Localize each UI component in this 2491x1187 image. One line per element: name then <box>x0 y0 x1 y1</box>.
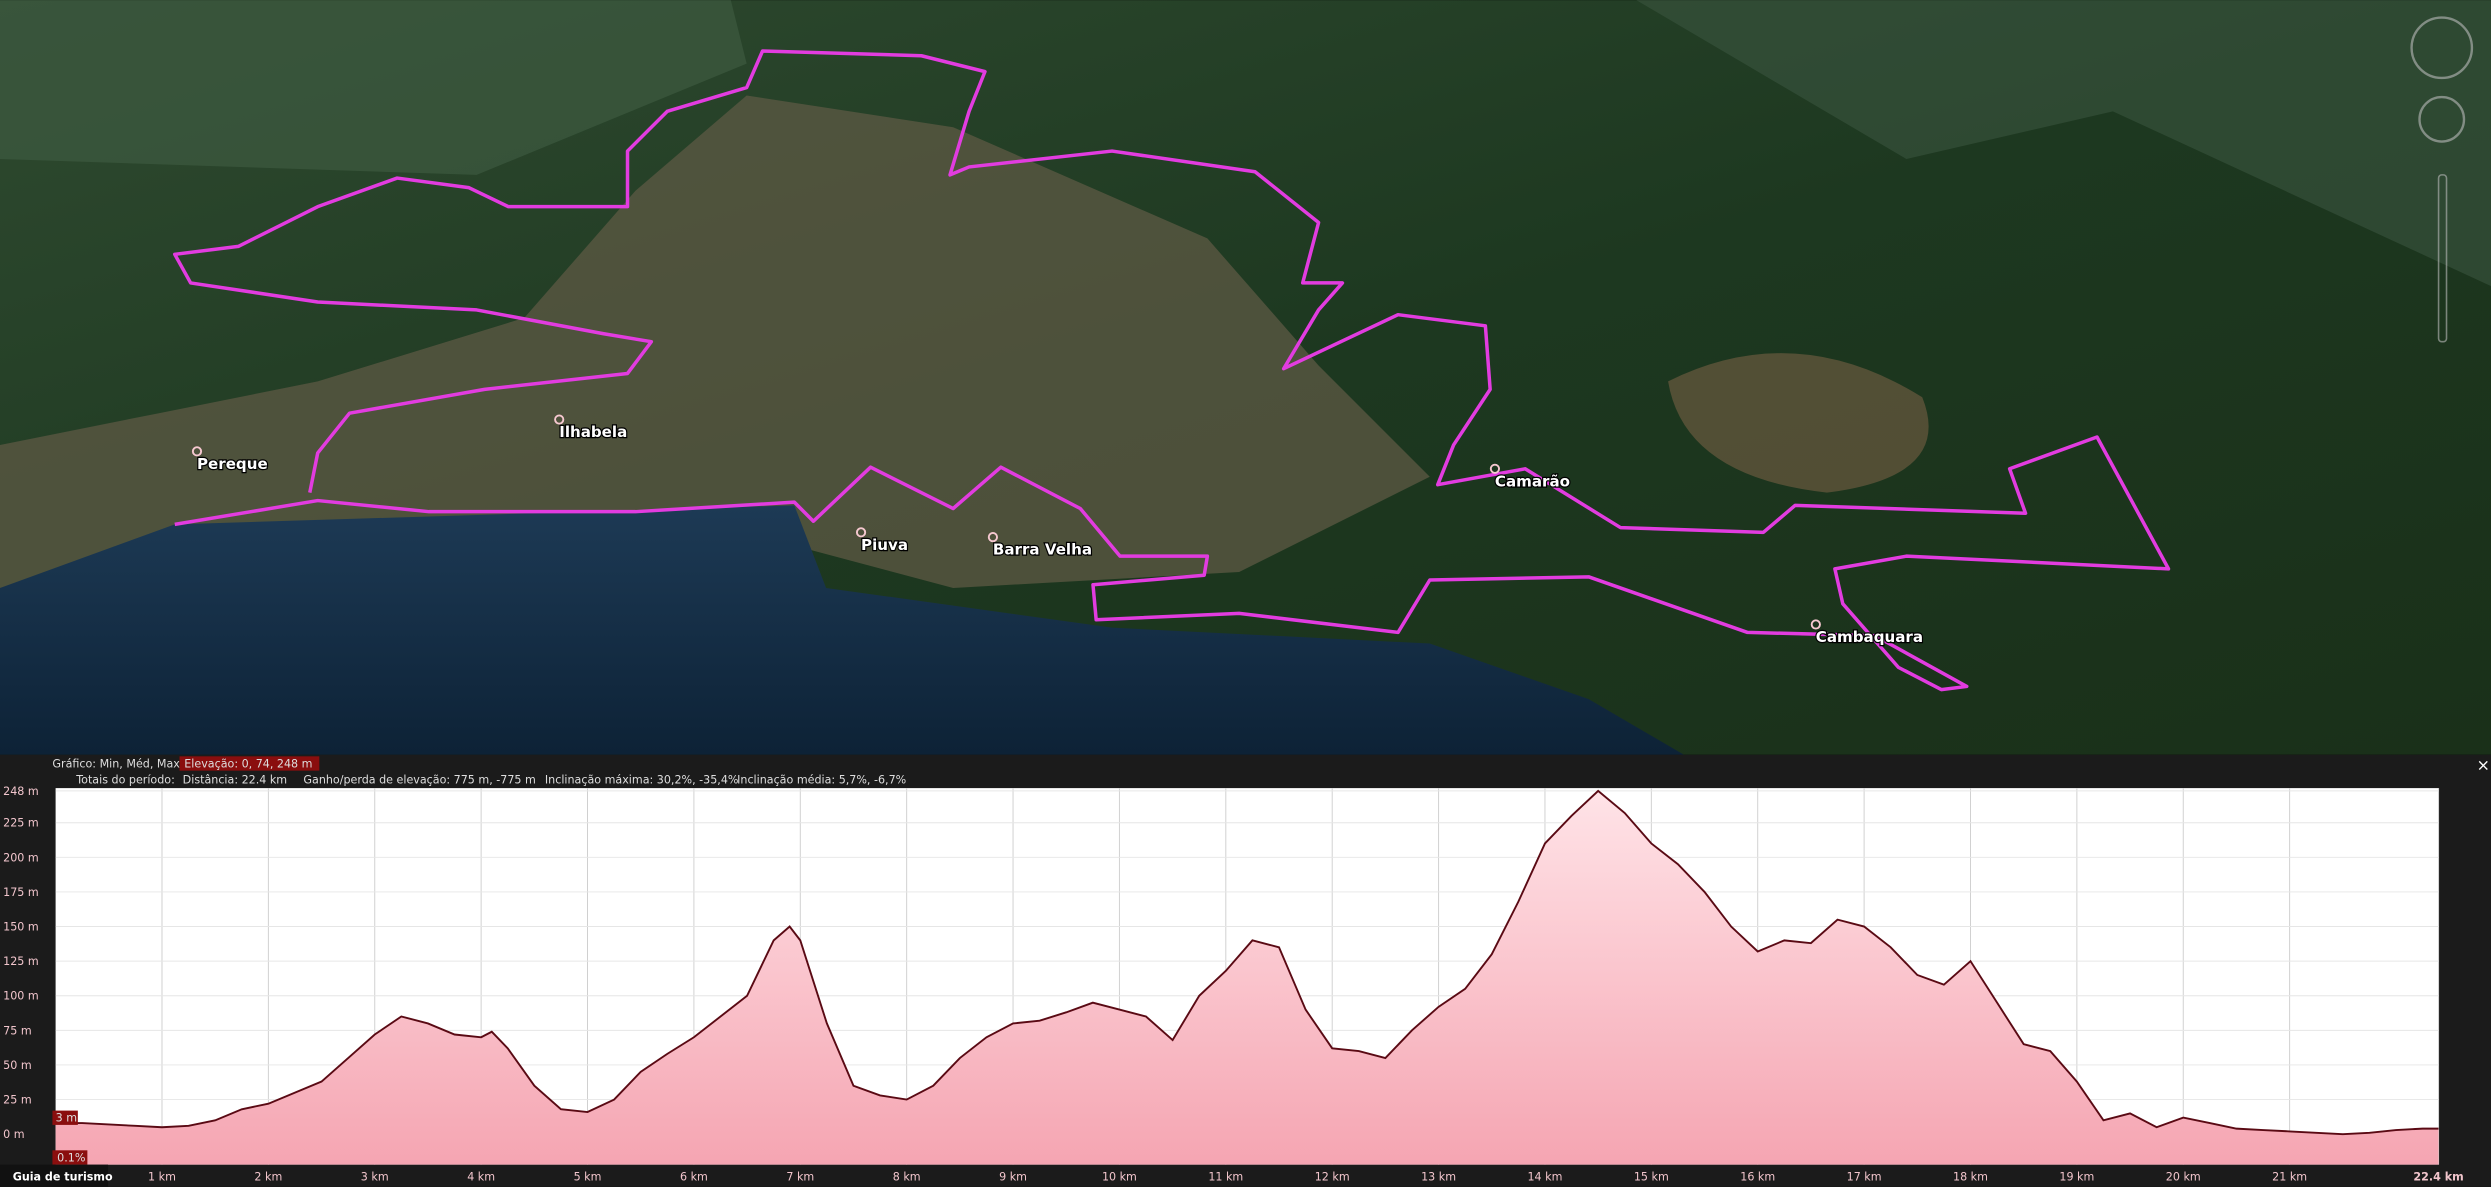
avg-slope-stat: Inclinação média: 5,7%, -6,7% <box>737 773 906 786</box>
x-tick-label: 15 km <box>1634 1171 1669 1184</box>
place-pin <box>554 414 565 425</box>
place-pin <box>855 527 867 538</box>
elevation-badge <box>179 756 320 771</box>
forest <box>0 0 747 175</box>
x-tick-label: 6 km <box>680 1171 708 1184</box>
x-tick-label: 18 km <box>1953 1171 1988 1184</box>
forest <box>1636 0 2491 287</box>
compass[interactable] <box>2410 16 2474 80</box>
y-tick-label: 25 m <box>3 1094 32 1107</box>
cursor-badge <box>52 1110 78 1125</box>
elevation-area <box>55 790 2439 1165</box>
place-markers: Pereque Ilhabela Piuva Barra Velha Camarão Ca… <box>191 414 1924 647</box>
gain-loss-stat: Ganho/perda de elevação: 775 m, -775 m <box>303 773 535 786</box>
place-label: Ilhabela <box>559 423 627 441</box>
place-pin <box>191 446 203 457</box>
chart-mode: Gráfico: Min, Méd, Max <box>52 757 180 770</box>
y-tick-label: 100 m <box>3 990 39 1003</box>
elevation-chart: 1 km 2 km 3 km 4 km 5 km 6 km 7 km 8 km 9 km 10 k… <box>3 785 2464 1184</box>
x-tick-label: 20 km <box>2166 1171 2201 1184</box>
x-tick-label: 16 km <box>1740 1171 1775 1184</box>
x-tick-label: 8 km <box>893 1171 921 1184</box>
clearing <box>1668 353 1929 493</box>
x-tick-label: 2 km <box>254 1171 282 1184</box>
place-label: Pereque <box>197 455 268 473</box>
cursor-elevation: 3 m <box>56 1112 77 1125</box>
y-tick-label: 225 m <box>3 817 39 830</box>
place-label: Piuva <box>861 536 908 554</box>
place-label: Camarão <box>1495 472 1570 490</box>
place-pin <box>1810 619 1821 630</box>
cursor-badge <box>52 1150 88 1165</box>
cursor-slope: 0.1% <box>57 1151 85 1164</box>
x-tick-label: 12 km <box>1315 1171 1350 1184</box>
x-tick-label: 1 km <box>148 1171 176 1184</box>
x-tick-label: 21 km <box>2272 1171 2307 1184</box>
distance-stat: Distância: 22.4 km <box>183 773 287 786</box>
x-tick-label: 7 km <box>786 1171 814 1184</box>
look-control[interactable] <box>2418 95 2466 143</box>
zoom-slider[interactable] <box>2437 174 2448 343</box>
y-tick-label: 0 m <box>3 1128 24 1141</box>
x-tick-label: 5 km <box>574 1171 602 1184</box>
x-tick-label: 3 km <box>361 1171 389 1184</box>
y-tick-label: 125 m <box>3 955 39 968</box>
place-label: Barra Velha <box>993 541 1092 559</box>
x-tick-label: 4 km <box>467 1171 495 1184</box>
elevation-stat: Elevação: 0, 74, 248 m <box>184 757 312 770</box>
x-tick-label: 14 km <box>1527 1171 1562 1184</box>
y-tick-label: 150 m <box>3 921 39 934</box>
tour-guide-tab[interactable] <box>0 1164 109 1187</box>
y-tick-label: 200 m <box>3 851 39 864</box>
x-tick-label: 9 km <box>999 1171 1027 1184</box>
place-pin <box>987 532 998 543</box>
map-view[interactable]: Pereque Ilhabela Piuva Barra Velha Camarão Ca… <box>0 0 2491 755</box>
tour-guide-label[interactable]: Guia de turismo <box>13 1171 113 1184</box>
y-tick-label: 248 m <box>3 785 39 798</box>
sea <box>0 505 1684 755</box>
x-tick-label: 17 km <box>1847 1171 1882 1184</box>
x-tick-label: 22.4 km <box>2413 1171 2463 1184</box>
y-tick-label: 75 m <box>3 1024 32 1037</box>
x-tick-label: 10 km <box>1102 1171 1137 1184</box>
y-tick-label: 175 m <box>3 886 39 899</box>
navigation-controls[interactable] <box>2410 16 2474 343</box>
place-label: Cambaquara <box>1816 628 1923 646</box>
close-button[interactable]: × <box>2477 756 2490 775</box>
max-slope-stat: Inclinação máxima: 30,2%, -35,4% <box>545 773 739 786</box>
place-pin <box>1489 463 1501 474</box>
y-tick-label: 50 m <box>3 1059 32 1072</box>
x-tick-label: 19 km <box>2059 1171 2094 1184</box>
x-tick-label: 13 km <box>1421 1171 1456 1184</box>
route <box>173 49 2171 692</box>
town <box>0 95 1430 588</box>
elevation-line <box>55 789 2439 1136</box>
totals-label: Totais do período: <box>75 773 175 786</box>
x-tick-label: 11 km <box>1208 1171 1243 1184</box>
